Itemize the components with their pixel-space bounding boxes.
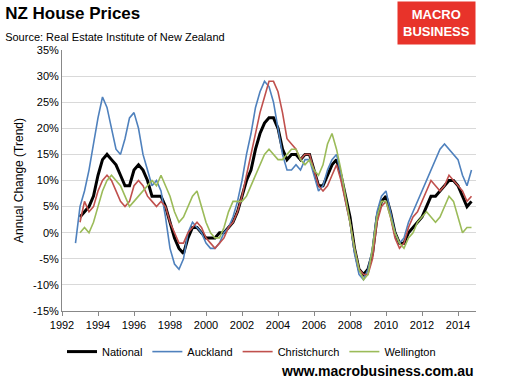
svg-text:2006: 2006 — [302, 319, 326, 331]
svg-text:-15%: -15% — [33, 305, 59, 317]
svg-text:2008: 2008 — [338, 319, 362, 331]
svg-text:NZ House PricesSource: Real Es: NZ House PricesSource: Real Estate Insti… — [5, 4, 225, 43]
svg-text:1996: 1996 — [122, 319, 146, 331]
svg-text:National: National — [102, 346, 142, 358]
svg-text:2012: 2012 — [410, 319, 434, 331]
svg-text:2004: 2004 — [266, 319, 290, 331]
svg-text:15%: 15% — [37, 148, 59, 160]
svg-text:1992: 1992 — [50, 319, 74, 331]
svg-text:10%: 10% — [37, 174, 59, 186]
svg-text:5%: 5% — [43, 200, 59, 212]
svg-text:2010: 2010 — [374, 319, 398, 331]
svg-text:0%: 0% — [43, 227, 59, 239]
svg-text:2000: 2000 — [194, 319, 218, 331]
svg-text:Auckland: Auckland — [187, 346, 232, 358]
svg-text:2002: 2002 — [230, 319, 254, 331]
svg-text:1994: 1994 — [86, 319, 110, 331]
svg-text:www.macrobusiness.com.au: www.macrobusiness.com.au — [281, 363, 474, 379]
svg-text:30%: 30% — [37, 70, 59, 82]
svg-text:35%: 35% — [37, 44, 59, 56]
svg-text:Christchurch: Christchurch — [278, 346, 340, 358]
svg-text:20%: 20% — [37, 122, 59, 134]
svg-text:Wellington: Wellington — [384, 346, 435, 358]
svg-text:-5%: -5% — [39, 253, 59, 265]
svg-text:1998: 1998 — [158, 319, 182, 331]
svg-text:-10%: -10% — [33, 279, 59, 291]
svg-text:Annual Change (Trend): Annual Change (Trend) — [12, 118, 26, 243]
svg-text:2014: 2014 — [446, 319, 470, 331]
svg-text:MACROBUSINESS: MACROBUSINESS — [403, 7, 470, 39]
svg-text:25%: 25% — [37, 96, 59, 108]
